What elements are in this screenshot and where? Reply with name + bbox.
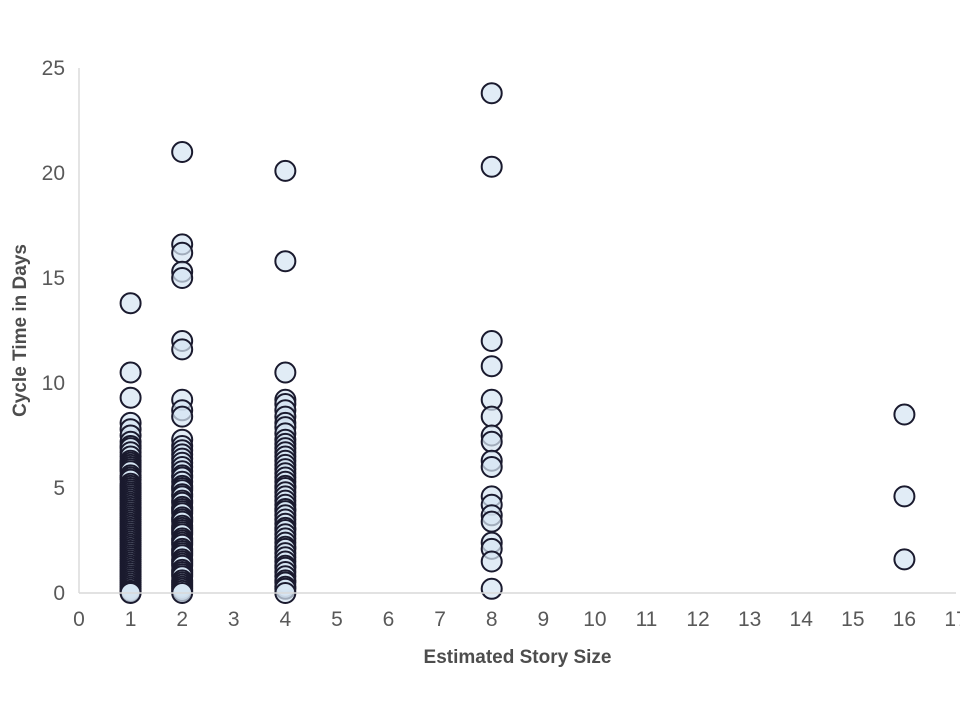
data-point	[893, 548, 916, 571]
x-tick-label: 14	[790, 608, 814, 631]
y-tick-label: 15	[42, 267, 65, 290]
data-point	[893, 403, 916, 426]
data-point	[480, 456, 503, 478]
data-point	[171, 338, 194, 361]
data-point	[480, 430, 503, 453]
data-point	[171, 141, 194, 163]
y-tick-label: 25	[42, 57, 65, 80]
x-tick-label: 16	[893, 608, 916, 631]
data-point	[274, 250, 297, 273]
x-tick-label: 10	[583, 608, 606, 631]
y-tick-label: 5	[53, 477, 65, 500]
data-point	[480, 155, 503, 178]
data-point	[274, 159, 297, 182]
data-point	[480, 510, 503, 533]
x-tick-label: 8	[486, 608, 498, 631]
y-axis-title: Cycle Time in Days	[10, 244, 31, 417]
data-point	[480, 577, 503, 600]
data-point	[171, 405, 194, 428]
data-point	[480, 82, 503, 105]
y-tick-label: 0	[53, 582, 65, 605]
x-tick-label: 6	[383, 608, 395, 631]
x-tick-label: 15	[841, 608, 864, 631]
data-point	[171, 241, 194, 264]
x-tick-label: 5	[331, 608, 343, 631]
axis-labels-layer: 051015202501234567891011121314151617Esti…	[10, 57, 960, 668]
data-markers-layer	[119, 82, 916, 604]
x-tick-label: 0	[73, 608, 85, 631]
x-tick-label: 7	[434, 608, 446, 631]
data-point	[480, 405, 503, 428]
data-point	[480, 330, 503, 352]
x-tick-label: 3	[228, 608, 240, 631]
x-tick-label: 17	[944, 608, 960, 631]
x-tick-label: 4	[280, 608, 292, 631]
data-point	[119, 386, 142, 409]
x-tick-label: 2	[176, 608, 188, 631]
data-point	[480, 355, 503, 378]
data-point	[171, 267, 194, 289]
x-tick-label: 12	[686, 608, 709, 631]
x-axis-title: Estimated Story Size	[424, 647, 612, 668]
data-point	[480, 550, 503, 573]
y-tick-label: 20	[42, 162, 65, 185]
x-tick-label: 1	[125, 608, 137, 631]
data-point	[274, 361, 297, 384]
x-tick-label: 9	[537, 608, 549, 631]
y-tick-label: 10	[42, 372, 65, 395]
data-point	[893, 485, 916, 508]
x-tick-label: 11	[636, 608, 658, 631]
x-tick-label: 13	[738, 608, 761, 631]
data-point	[119, 292, 142, 315]
data-point	[119, 361, 142, 384]
axes-layer	[78, 68, 956, 594]
